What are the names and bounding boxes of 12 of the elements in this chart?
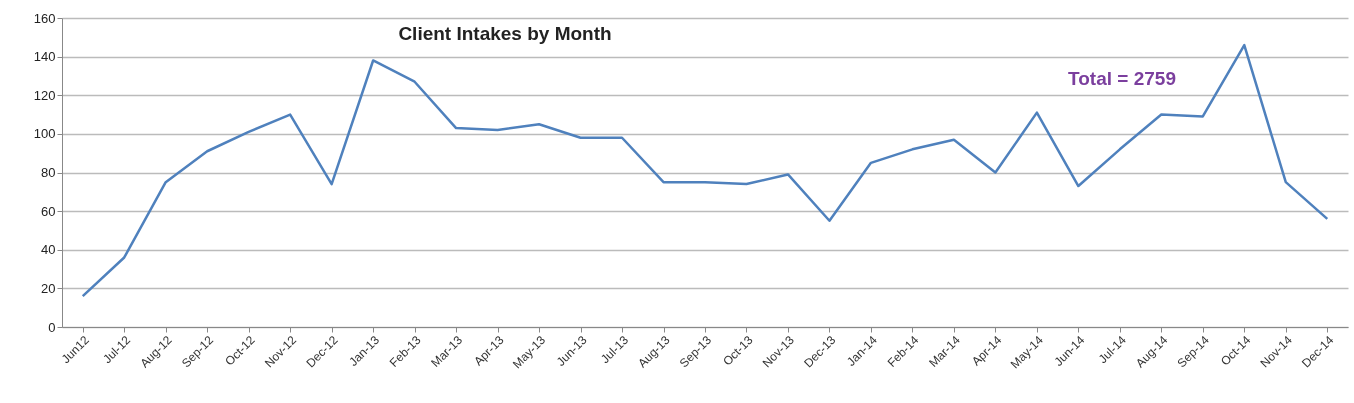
y-tick-label: 0	[48, 319, 56, 335]
chart-title: Client Intakes by Month	[398, 23, 612, 44]
y-tick-label: 100	[33, 126, 56, 142]
y-tick-label: 20	[41, 280, 56, 296]
y-tick-label: 80	[41, 165, 56, 180]
line-series	[81, 43, 1329, 298]
annotation: Total = 2759	[1068, 68, 1176, 89]
y-tick-label: 60	[41, 203, 56, 219]
y-tick-label: 120	[33, 87, 56, 103]
y-tick-label: 160	[33, 10, 56, 26]
y-tick-label: 140	[33, 49, 56, 65]
y-tick-label: 40	[41, 242, 56, 258]
